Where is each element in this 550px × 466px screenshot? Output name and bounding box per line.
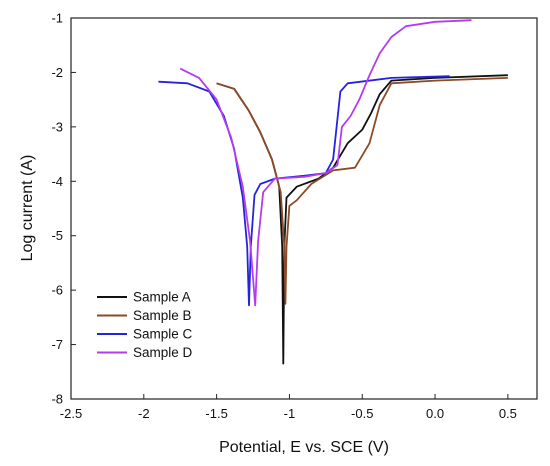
series-line-3 bbox=[158, 75, 450, 307]
y-tick-label: -7 bbox=[51, 337, 63, 352]
y-tick-label: -1 bbox=[51, 11, 63, 26]
y-tick-label: -4 bbox=[51, 174, 63, 189]
x-tick-label: -1.5 bbox=[205, 406, 227, 421]
x-axis-title: Potential, E vs. SCE (V) bbox=[219, 439, 389, 456]
y-tick-label: -2 bbox=[51, 65, 63, 80]
y-tick-label: -3 bbox=[51, 119, 63, 134]
series-layer bbox=[158, 19, 508, 365]
legend: Sample A Sample B Sample C Sample D bbox=[97, 290, 193, 360]
y-axis-title: Log current (A) bbox=[19, 155, 36, 262]
legend-label: Sample A bbox=[133, 290, 191, 305]
series-line-2 bbox=[216, 77, 508, 305]
y-axis-ticks: -8 -7 -6 -5 -4 -3 -2 -1 bbox=[51, 11, 76, 407]
x-tick-label: -2 bbox=[138, 406, 150, 421]
series-line-4 bbox=[179, 19, 472, 307]
y-tick-label: -6 bbox=[51, 283, 63, 298]
legend-label: Sample C bbox=[133, 327, 193, 342]
legend-label: Sample D bbox=[133, 345, 193, 360]
legend-label: Sample B bbox=[133, 308, 192, 323]
x-axis-ticks: -2.5 -2 -1.5 -1 -0.5 0.0 0.5 bbox=[60, 394, 517, 421]
plot-frame bbox=[70, 17, 538, 400]
x-tick-label: -2.5 bbox=[60, 406, 82, 421]
x-tick-label: 0.0 bbox=[426, 406, 444, 421]
y-tick-label: -8 bbox=[51, 392, 63, 407]
y-tick-label: -5 bbox=[51, 228, 63, 243]
x-tick-label: -1 bbox=[284, 406, 296, 421]
x-tick-label: -0.5 bbox=[351, 406, 373, 421]
x-tick-label: 0.5 bbox=[499, 406, 517, 421]
